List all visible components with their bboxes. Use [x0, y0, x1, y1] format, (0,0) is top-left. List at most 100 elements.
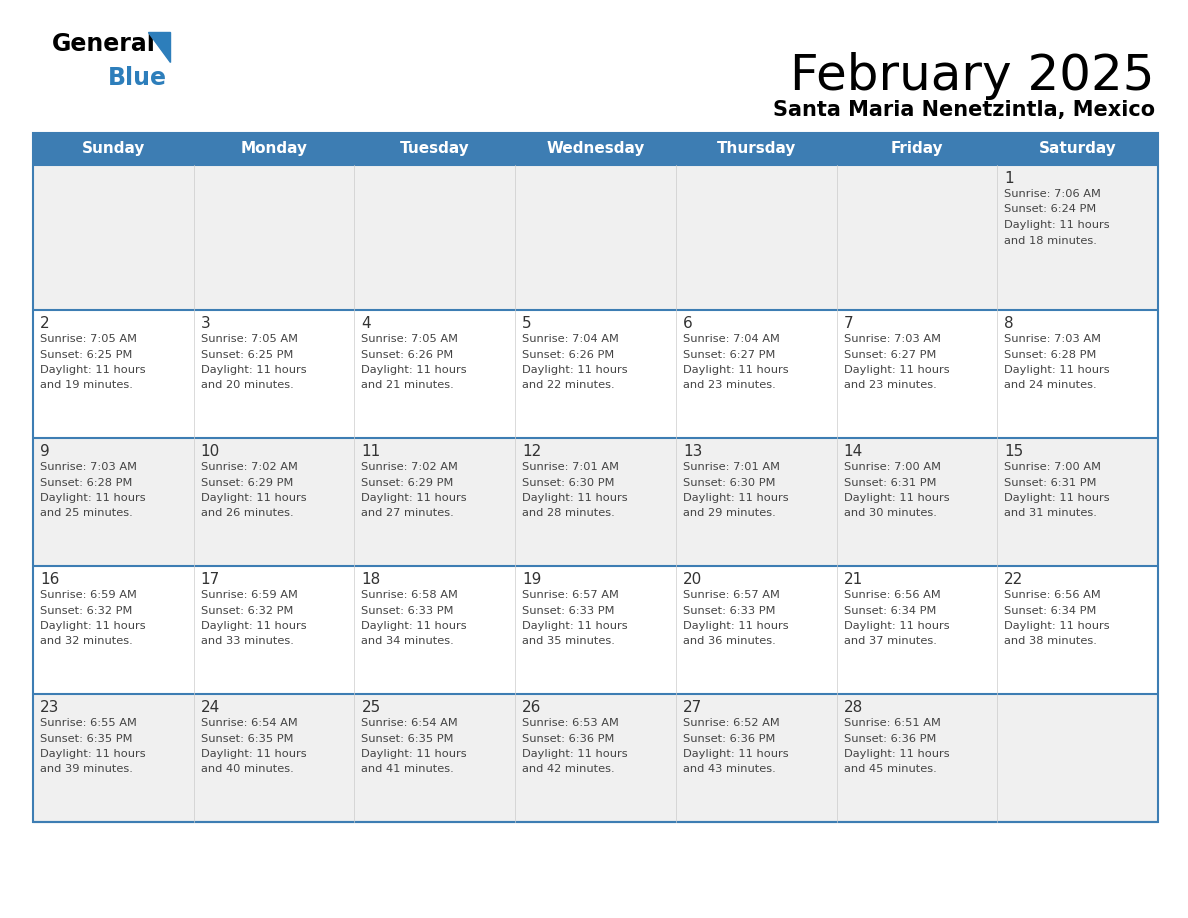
Text: and 45 minutes.: and 45 minutes.: [843, 765, 936, 775]
Text: 13: 13: [683, 444, 702, 459]
Text: 3: 3: [201, 316, 210, 331]
Text: Daylight: 11 hours: Daylight: 11 hours: [843, 493, 949, 503]
Text: Sunset: 6:32 PM: Sunset: 6:32 PM: [201, 606, 293, 615]
Text: and 23 minutes.: and 23 minutes.: [843, 380, 936, 390]
Text: 1: 1: [1004, 171, 1013, 186]
Text: Daylight: 11 hours: Daylight: 11 hours: [201, 749, 307, 759]
Text: Sunrise: 7:01 AM: Sunrise: 7:01 AM: [683, 462, 779, 472]
Text: Wednesday: Wednesday: [546, 141, 645, 156]
Text: 16: 16: [40, 572, 59, 587]
Text: Daylight: 11 hours: Daylight: 11 hours: [683, 621, 789, 631]
Text: 15: 15: [1004, 444, 1024, 459]
Text: Sunset: 6:31 PM: Sunset: 6:31 PM: [843, 477, 936, 487]
Text: Sunrise: 6:54 AM: Sunrise: 6:54 AM: [361, 718, 459, 728]
Text: Sunrise: 7:03 AM: Sunrise: 7:03 AM: [1004, 334, 1101, 344]
Text: Sunrise: 7:05 AM: Sunrise: 7:05 AM: [201, 334, 298, 344]
Bar: [33, 133, 1158, 165]
Text: Sunset: 6:30 PM: Sunset: 6:30 PM: [523, 477, 614, 487]
Text: Daylight: 11 hours: Daylight: 11 hours: [361, 621, 467, 631]
Text: Sunset: 6:33 PM: Sunset: 6:33 PM: [683, 606, 776, 615]
Text: Sunset: 6:33 PM: Sunset: 6:33 PM: [361, 606, 454, 615]
Polygon shape: [148, 32, 170, 62]
Text: Daylight: 11 hours: Daylight: 11 hours: [683, 365, 789, 375]
Text: and 32 minutes.: and 32 minutes.: [40, 636, 133, 646]
Text: Sunset: 6:31 PM: Sunset: 6:31 PM: [1004, 477, 1097, 487]
Text: Sunset: 6:35 PM: Sunset: 6:35 PM: [40, 733, 133, 744]
Text: Sunset: 6:35 PM: Sunset: 6:35 PM: [361, 733, 454, 744]
Text: 22: 22: [1004, 572, 1024, 587]
Text: Sunset: 6:33 PM: Sunset: 6:33 PM: [523, 606, 614, 615]
Text: 2: 2: [40, 316, 50, 331]
Text: Daylight: 11 hours: Daylight: 11 hours: [361, 365, 467, 375]
Text: 27: 27: [683, 700, 702, 715]
Text: Sunrise: 7:04 AM: Sunrise: 7:04 AM: [683, 334, 779, 344]
Text: Sunset: 6:27 PM: Sunset: 6:27 PM: [843, 350, 936, 360]
Text: and 28 minutes.: and 28 minutes.: [523, 509, 615, 519]
Text: Tuesday: Tuesday: [400, 141, 469, 156]
Text: Sunrise: 6:54 AM: Sunrise: 6:54 AM: [201, 718, 297, 728]
Text: February 2025: February 2025: [790, 52, 1155, 100]
Text: Sunrise: 7:06 AM: Sunrise: 7:06 AM: [1004, 189, 1101, 199]
Text: Sunrise: 7:04 AM: Sunrise: 7:04 AM: [523, 334, 619, 344]
Text: Thursday: Thursday: [716, 141, 796, 156]
Text: Daylight: 11 hours: Daylight: 11 hours: [201, 365, 307, 375]
Text: Daylight: 11 hours: Daylight: 11 hours: [1004, 220, 1110, 230]
Text: Daylight: 11 hours: Daylight: 11 hours: [523, 749, 627, 759]
Text: Sunset: 6:32 PM: Sunset: 6:32 PM: [40, 606, 132, 615]
Text: Sunrise: 6:59 AM: Sunrise: 6:59 AM: [40, 590, 137, 600]
Text: and 29 minutes.: and 29 minutes.: [683, 509, 776, 519]
Text: Daylight: 11 hours: Daylight: 11 hours: [1004, 493, 1110, 503]
Text: Sunrise: 6:52 AM: Sunrise: 6:52 AM: [683, 718, 779, 728]
Text: Daylight: 11 hours: Daylight: 11 hours: [523, 493, 627, 503]
Text: Sunset: 6:34 PM: Sunset: 6:34 PM: [843, 606, 936, 615]
Text: and 42 minutes.: and 42 minutes.: [523, 765, 614, 775]
Text: and 34 minutes.: and 34 minutes.: [361, 636, 454, 646]
Text: Sunrise: 7:03 AM: Sunrise: 7:03 AM: [843, 334, 941, 344]
Text: Sunrise: 6:56 AM: Sunrise: 6:56 AM: [1004, 590, 1101, 600]
Text: 23: 23: [40, 700, 59, 715]
Text: and 19 minutes.: and 19 minutes.: [40, 380, 133, 390]
Text: and 35 minutes.: and 35 minutes.: [523, 636, 615, 646]
Text: and 23 minutes.: and 23 minutes.: [683, 380, 776, 390]
Text: and 18 minutes.: and 18 minutes.: [1004, 236, 1098, 245]
Text: Sunrise: 7:03 AM: Sunrise: 7:03 AM: [40, 462, 137, 472]
Text: Daylight: 11 hours: Daylight: 11 hours: [361, 493, 467, 503]
Text: and 27 minutes.: and 27 minutes.: [361, 509, 454, 519]
Text: Sunset: 6:29 PM: Sunset: 6:29 PM: [201, 477, 293, 487]
Text: Sunset: 6:28 PM: Sunset: 6:28 PM: [40, 477, 132, 487]
Text: 7: 7: [843, 316, 853, 331]
Bar: [33, 566, 1158, 694]
Text: Sunset: 6:27 PM: Sunset: 6:27 PM: [683, 350, 776, 360]
Text: Sunrise: 6:59 AM: Sunrise: 6:59 AM: [201, 590, 297, 600]
Text: and 31 minutes.: and 31 minutes.: [1004, 509, 1098, 519]
Text: Daylight: 11 hours: Daylight: 11 hours: [523, 365, 627, 375]
Text: Monday: Monday: [241, 141, 308, 156]
Text: and 33 minutes.: and 33 minutes.: [201, 636, 293, 646]
Text: Sunday: Sunday: [82, 141, 145, 156]
Text: 20: 20: [683, 572, 702, 587]
Text: and 40 minutes.: and 40 minutes.: [201, 765, 293, 775]
Text: and 22 minutes.: and 22 minutes.: [523, 380, 614, 390]
Text: Daylight: 11 hours: Daylight: 11 hours: [40, 365, 146, 375]
Text: Sunrise: 6:58 AM: Sunrise: 6:58 AM: [361, 590, 459, 600]
Bar: [33, 438, 1158, 566]
Text: 10: 10: [201, 444, 220, 459]
Text: and 39 minutes.: and 39 minutes.: [40, 765, 133, 775]
Text: Sunset: 6:28 PM: Sunset: 6:28 PM: [1004, 350, 1097, 360]
Text: Daylight: 11 hours: Daylight: 11 hours: [683, 749, 789, 759]
Text: Sunrise: 7:01 AM: Sunrise: 7:01 AM: [523, 462, 619, 472]
Text: 8: 8: [1004, 316, 1013, 331]
Text: Daylight: 11 hours: Daylight: 11 hours: [1004, 621, 1110, 631]
Text: Daylight: 11 hours: Daylight: 11 hours: [40, 749, 146, 759]
Text: and 43 minutes.: and 43 minutes.: [683, 765, 776, 775]
Text: Daylight: 11 hours: Daylight: 11 hours: [40, 621, 146, 631]
Text: Daylight: 11 hours: Daylight: 11 hours: [201, 621, 307, 631]
Text: Sunrise: 6:53 AM: Sunrise: 6:53 AM: [523, 718, 619, 728]
Text: Sunrise: 7:00 AM: Sunrise: 7:00 AM: [843, 462, 941, 472]
Text: Sunset: 6:26 PM: Sunset: 6:26 PM: [523, 350, 614, 360]
Bar: [33, 133, 1158, 822]
Text: Daylight: 11 hours: Daylight: 11 hours: [361, 749, 467, 759]
Text: Sunset: 6:36 PM: Sunset: 6:36 PM: [843, 733, 936, 744]
Text: 28: 28: [843, 700, 862, 715]
Bar: [33, 165, 1158, 310]
